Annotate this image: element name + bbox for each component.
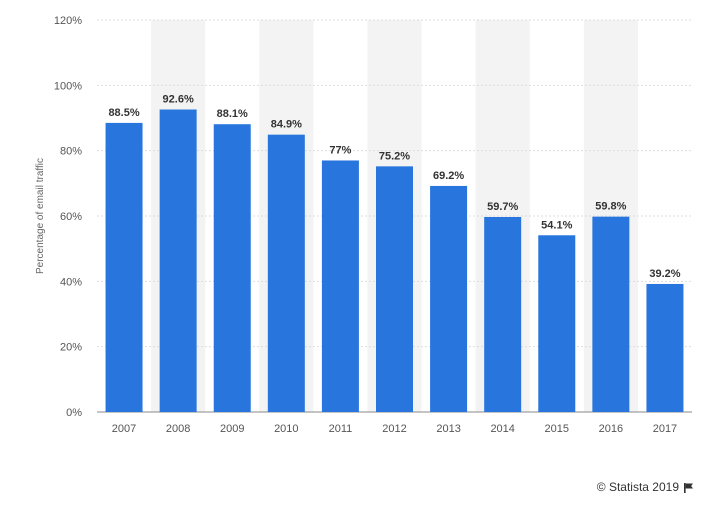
data-label: 77% (329, 144, 351, 156)
x-tick-label: 2007 (112, 423, 136, 435)
x-tick-label: 2016 (599, 423, 623, 435)
x-tick-label: 2012 (382, 423, 406, 435)
bar-2011[interactable] (321, 160, 359, 412)
bar-2016[interactable] (592, 216, 630, 412)
x-axis: 2007 2008 2009 2010 2011 2012 2013 2014 2015 2016… (112, 423, 677, 435)
y-tick-label: 60% (60, 211, 82, 223)
source-credit[interactable]: © Statista 2019 (597, 480, 694, 494)
bar-2015[interactable] (538, 235, 576, 412)
bar-2012[interactable] (376, 166, 413, 412)
x-tick-label: 2014 (490, 423, 514, 435)
x-tick-label: 2008 (166, 423, 190, 435)
bar-2007[interactable] (105, 122, 143, 413)
bar-2013[interactable] (430, 185, 468, 412)
x-tick-label: 2010 (274, 423, 298, 435)
bar-2014[interactable] (484, 216, 522, 412)
bar-2008[interactable] (159, 109, 197, 413)
bars (105, 109, 684, 413)
y-tick-label: 100% (54, 80, 82, 92)
bar-2017[interactable] (646, 283, 684, 412)
data-label: 54.1% (541, 219, 572, 231)
bar-chart: 88.5% 92.6% 88.1% 84.9% 77% 75.2% 69.2% 59.7% 54… (35, 15, 692, 435)
y-tick-label: 120% (54, 15, 82, 27)
data-label: 92.6% (163, 94, 194, 106)
y-tick-label: 20% (60, 342, 82, 354)
data-label: 69.2% (433, 170, 464, 182)
x-tick-label: 2009 (220, 423, 244, 435)
bar-2010[interactable] (267, 134, 305, 412)
credit-text: © Statista 2019 (596, 480, 679, 494)
data-label: 75.2% (379, 150, 410, 162)
x-tick-label: 2015 (545, 423, 569, 435)
y-axis: 0% 20% 40% 60% 80% 100% 120% (54, 15, 82, 419)
y-tick-label: 40% (60, 276, 82, 288)
data-label: 59.7% (487, 201, 518, 213)
y-tick-label: 80% (60, 146, 82, 158)
flag-icon[interactable] (683, 482, 694, 493)
y-axis-title: Percentage of email traffic (35, 158, 46, 274)
x-tick-label: 2017 (653, 423, 677, 435)
data-labels: 88.5% 92.6% 88.1% 84.9% 77% 75.2% 69.2% 59.7% 54… (108, 94, 680, 280)
x-tick-label: 2011 (329, 423, 353, 435)
y-tick-label: 0% (66, 407, 82, 419)
x-tick-label: 2013 (436, 423, 460, 435)
data-label: 88.1% (217, 108, 248, 120)
bar-2009[interactable] (213, 124, 251, 412)
data-label: 84.9% (271, 119, 302, 131)
data-label: 88.5% (108, 107, 139, 119)
data-label: 39.2% (649, 268, 680, 280)
data-label: 59.8% (595, 201, 626, 213)
